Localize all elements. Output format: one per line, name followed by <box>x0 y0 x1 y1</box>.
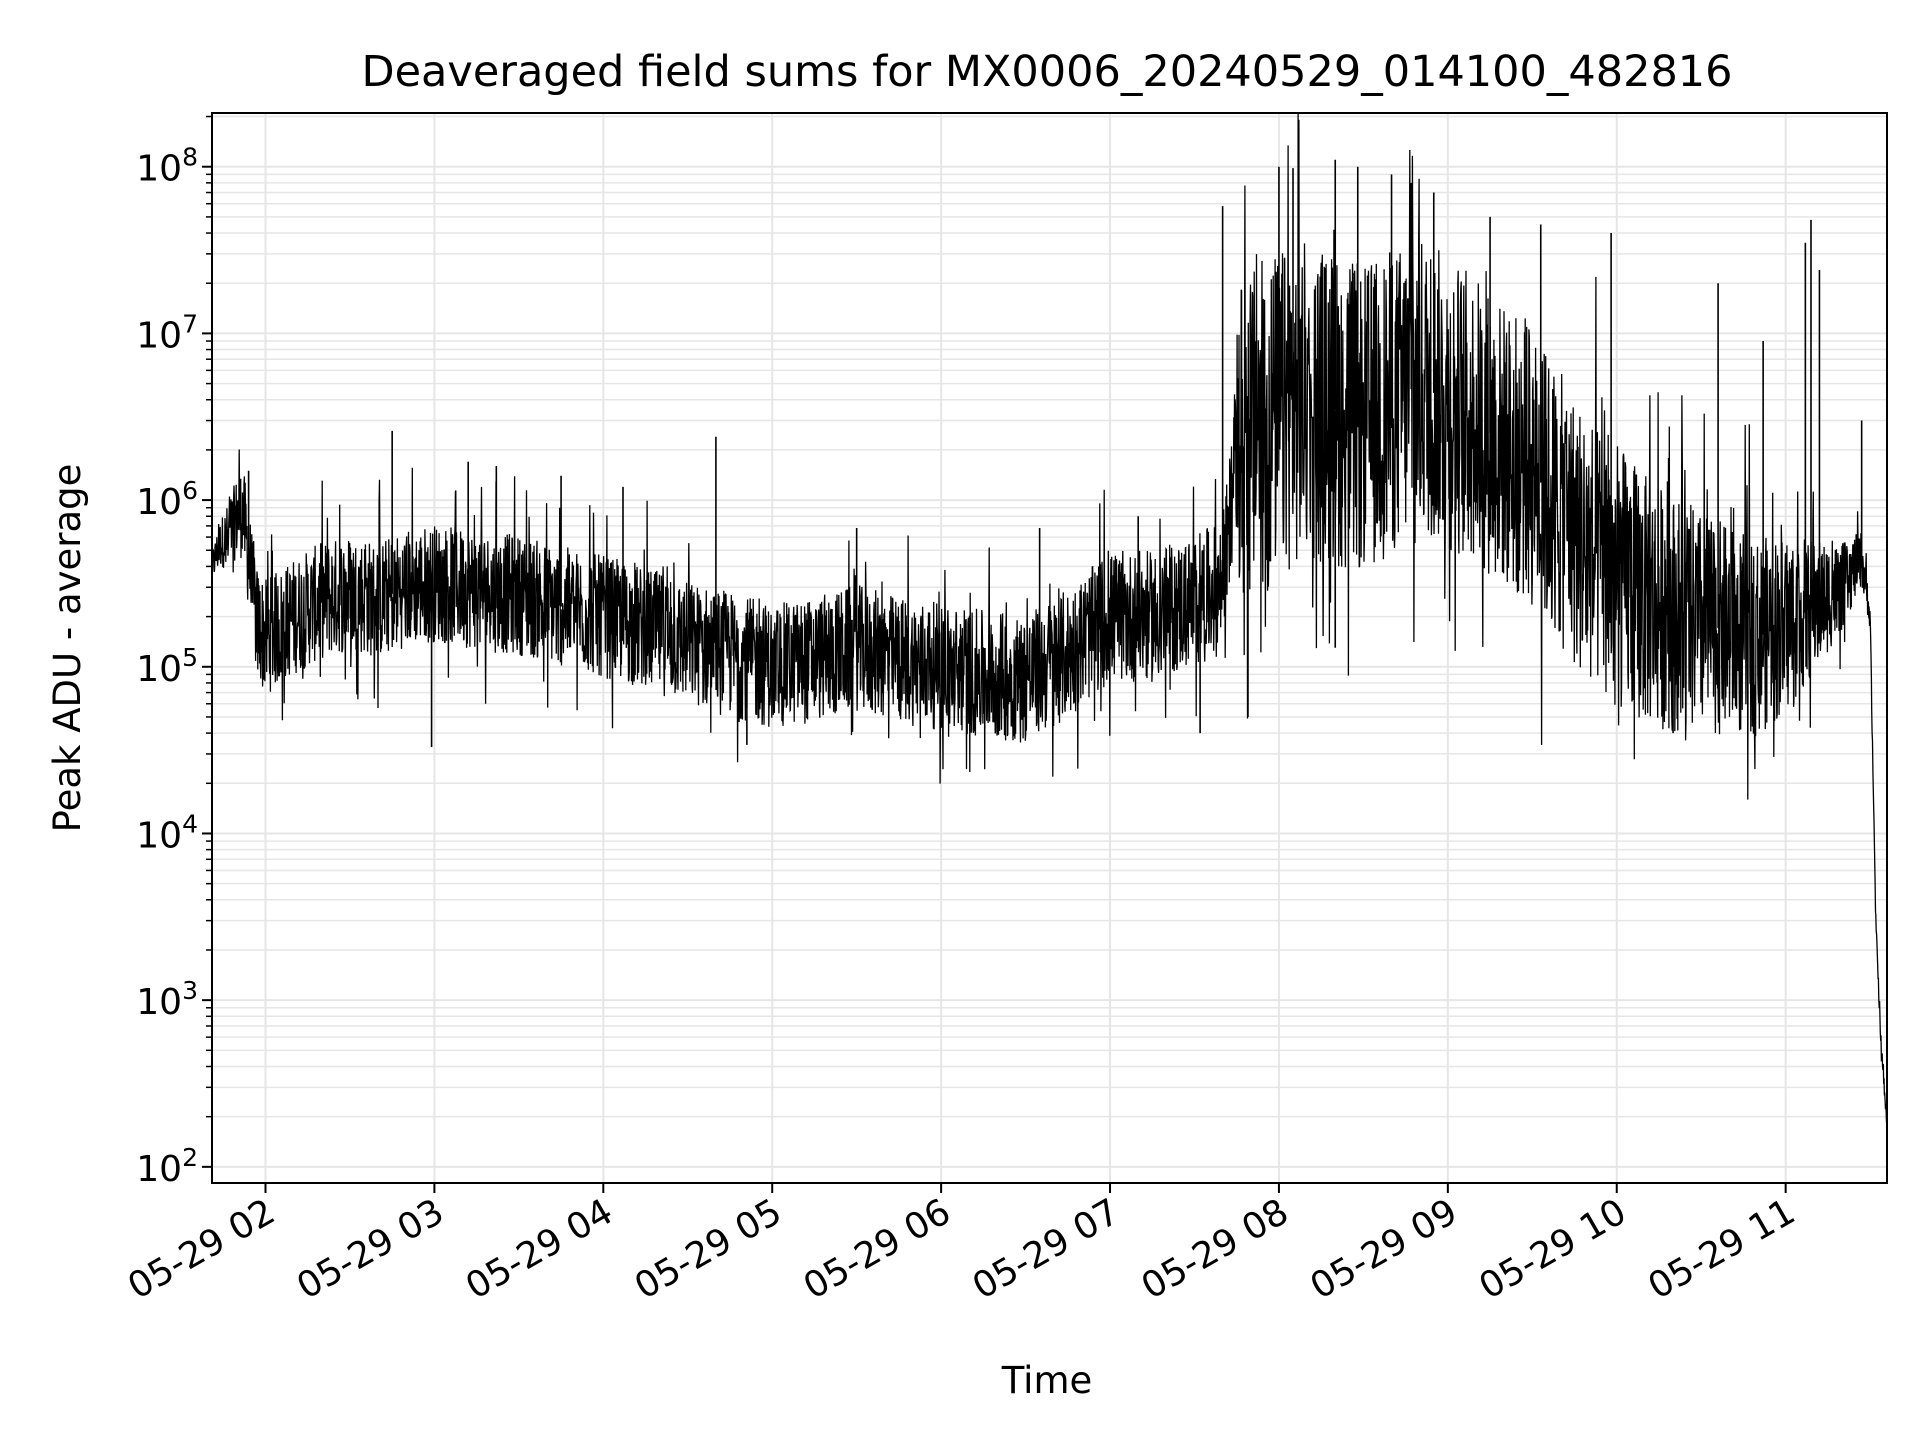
data-series-line <box>211 112 1888 1125</box>
y-tick-label: 105 <box>136 643 198 690</box>
y-tick-label: 104 <box>136 809 198 856</box>
x-axis-label: Time <box>1001 1359 1093 1402</box>
y-axis: 102 103 104 105 106 107 108 <box>136 115 212 1190</box>
y-tick-label: 102 <box>136 1143 198 1190</box>
chart-title: Deaveraged field sums for MX0006_2024052… <box>361 47 1732 97</box>
y-tick-label: 103 <box>136 976 198 1023</box>
y-axis-label: Peak ADU - average <box>46 464 89 833</box>
y-tick-label: 107 <box>136 309 198 356</box>
plot-area <box>211 112 1888 1125</box>
axes-frame <box>211 112 1888 1184</box>
y-tick-label: 106 <box>136 476 198 523</box>
y-tick-label: 108 <box>136 143 198 190</box>
